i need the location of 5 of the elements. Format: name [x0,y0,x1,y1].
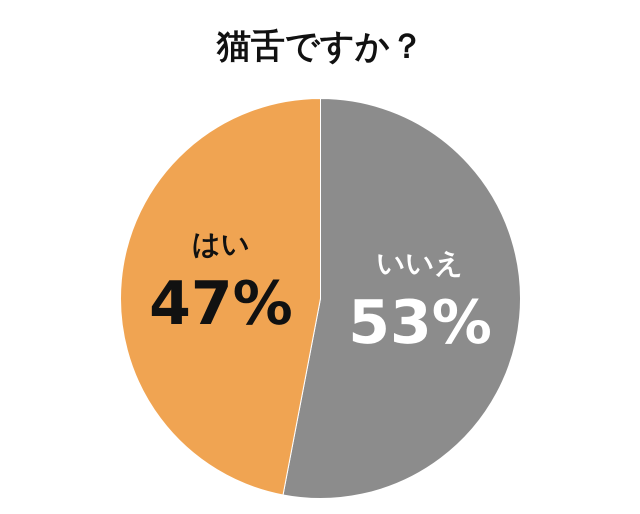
data-label: 47% [149,269,293,340]
slice-label: いいえ [376,246,464,280]
chart-title: 猫舌ですか？ [216,26,424,66]
slice-label: はい [192,228,250,261]
data-label: 53% [348,288,492,358]
